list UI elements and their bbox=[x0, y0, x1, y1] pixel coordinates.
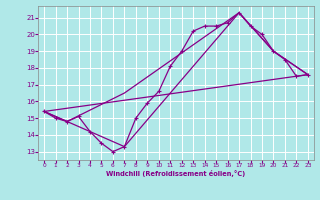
X-axis label: Windchill (Refroidissement éolien,°C): Windchill (Refroidissement éolien,°C) bbox=[106, 170, 246, 177]
